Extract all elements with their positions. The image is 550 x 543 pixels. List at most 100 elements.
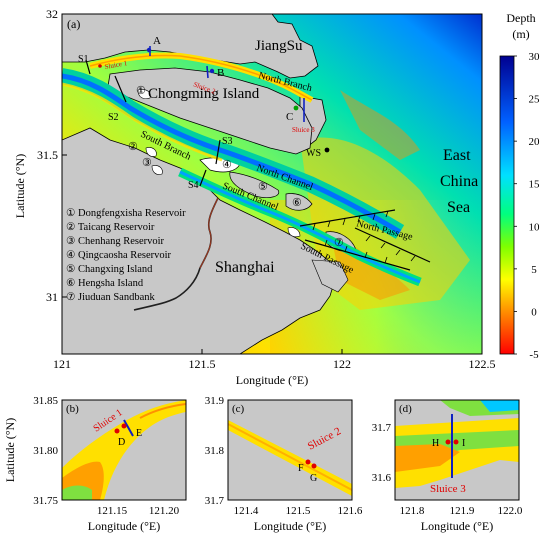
panel-b-y-tick: 31.80 — [33, 445, 58, 457]
legend-item: ⑦ Jiuduan Sandbank — [66, 291, 155, 303]
panel-d-y-tick: 31.7 — [372, 422, 392, 434]
panel-b-x-axis-label: Longitude (°E) — [88, 519, 160, 533]
panel-d-x-tick: 121.8 — [400, 505, 425, 517]
colorbar-unit: (m) — [512, 27, 529, 41]
panel-d-x-tick: 122.0 — [498, 505, 523, 517]
panel-c-y-tick: 31.8 — [205, 445, 225, 457]
label-section-s2: S2 — [108, 112, 119, 123]
marker-1: ① — [136, 85, 146, 97]
panel-b-y-tick: 31.85 — [33, 395, 58, 407]
panel-d-frame — [394, 399, 520, 501]
label-sea: Sea — [447, 199, 470, 216]
land-jiangsu — [62, 14, 319, 79]
panel-b-x-tick: 121.20 — [149, 505, 180, 517]
colorbar-ticks: 30 25 20 15 10 5 0 -5 — [514, 51, 540, 361]
panel-d-sluice-label: Sluice 3 — [430, 483, 466, 495]
panel-d-map — [395, 400, 519, 500]
station-c-marker — [293, 105, 299, 111]
station-b-marker — [209, 68, 215, 74]
colorbar-tick-label: 0 — [531, 306, 537, 318]
colorbar-tick-label: 10 — [529, 221, 541, 233]
section-s1-line — [85, 59, 91, 75]
legend-item: ① Dongfengxisha Reservoir — [66, 207, 186, 219]
label-chongming-island: Chongming Island — [148, 86, 260, 102]
panel-c-y-tick: 31.9 — [205, 395, 225, 407]
legend-item: ⑥ Hengsha Island — [66, 277, 144, 289]
main-map — [62, 14, 482, 354]
label-station-a: A — [153, 35, 161, 47]
main-x-tick-122: 122 — [333, 357, 351, 371]
marker-5: ⑤ — [258, 181, 268, 193]
label-station-c: C — [286, 111, 293, 123]
colorbar-tick-label: -5 — [529, 349, 539, 361]
station-a-marker — [146, 47, 152, 53]
main-y-tick-31-5: 31.5 — [37, 148, 58, 162]
reservoir-legend: ① Dongfengxisha Reservoir ② Taicang Rese… — [66, 207, 186, 303]
panel-c-label: (c) — [232, 403, 245, 415]
panel-c-x-tick: 121.6 — [338, 505, 363, 517]
label-section-s3: S3 — [222, 136, 233, 147]
legend-item: ② Taicang Reservoir — [66, 221, 155, 233]
panel-b-point-d: D — [118, 437, 125, 448]
panel-c-frame — [227, 399, 353, 501]
panel-d-x-axis-label: Longitude (°E) — [421, 519, 493, 533]
main-x-tick-121-5: 121.5 — [189, 357, 216, 371]
panel-b-point-e: E — [136, 428, 142, 439]
point-d-marker — [114, 428, 120, 434]
section-s4-line — [199, 169, 207, 187]
marker-4: ④ — [222, 159, 232, 171]
panel-c-y-tick: 31.7 — [205, 495, 225, 507]
label-shanghai: Shanghai — [215, 259, 275, 276]
land-hengsha-island — [285, 193, 313, 211]
label-section-s4: S4 — [188, 180, 199, 191]
panel-b-label: (b) — [66, 403, 79, 415]
panel-b-x-tick: 121.15 — [97, 505, 128, 517]
main-y-tick-31: 31 — [46, 290, 58, 304]
point-i-marker — [453, 439, 459, 445]
panel-c-point-f: F — [298, 463, 304, 474]
marker-3: ③ — [142, 157, 152, 169]
panel-d-y-tick: 31.6 — [372, 472, 392, 484]
panel-c-x-tick: 121.4 — [234, 505, 259, 517]
colorbar-tick-label: 30 — [529, 51, 541, 63]
panel-b-frame — [61, 399, 187, 501]
main-x-tick-122-5: 122.5 — [469, 357, 496, 371]
section-s3-line — [215, 139, 221, 165]
label-sluice3: Sluice 3 — [292, 126, 315, 134]
colorbar-tick-label: 25 — [529, 94, 541, 106]
marker-7: ⑦ — [334, 237, 344, 249]
panel-b-map — [62, 400, 186, 500]
panel-d-label: (d) — [399, 403, 412, 415]
main-panel-label: (a) — [67, 17, 80, 31]
land-chongming-island — [107, 67, 313, 155]
label-east: East — [443, 147, 471, 164]
point-g-marker — [311, 463, 317, 469]
panel-b-section-line — [123, 419, 134, 437]
point-e-marker — [121, 423, 127, 429]
colorbar — [499, 55, 515, 355]
panel-b-y-tick: 31.75 — [33, 495, 58, 507]
main-x-tick-121: 121 — [53, 357, 71, 371]
legend-item: ③ Chenhang Reservoir — [66, 235, 165, 247]
marker-6: ⑥ — [292, 197, 302, 209]
panel-c-point-g: G — [310, 473, 317, 484]
label-section-s1: S1 — [78, 54, 89, 65]
label-station-ws: WS — [306, 148, 321, 159]
section-s2-line — [114, 75, 127, 103]
panel-c-x-axis-label: Longitude (°E) — [254, 519, 326, 533]
marker-2: ② — [128, 141, 138, 153]
panel-d-point-i: I — [462, 438, 465, 449]
main-y-axis-label: Latitude (°N) — [13, 154, 27, 218]
panel-b-y-axis-label: Latitude (°N) — [3, 418, 17, 482]
panel-c-x-tick: 121.5 — [286, 505, 311, 517]
point-f-marker — [305, 459, 311, 465]
colorbar-tick-label: 15 — [529, 179, 541, 191]
station-ws-marker — [324, 147, 330, 153]
main-x-axis-label: Longitude (°E) — [236, 373, 308, 387]
land-changxing-island — [229, 171, 280, 198]
legend-item: ⑤ Changxing Island — [66, 263, 153, 275]
legend-item: ④ Qingcaosha Reservoir — [66, 249, 172, 261]
main-frame — [61, 13, 483, 355]
colorbar-title: Depth — [506, 11, 535, 25]
